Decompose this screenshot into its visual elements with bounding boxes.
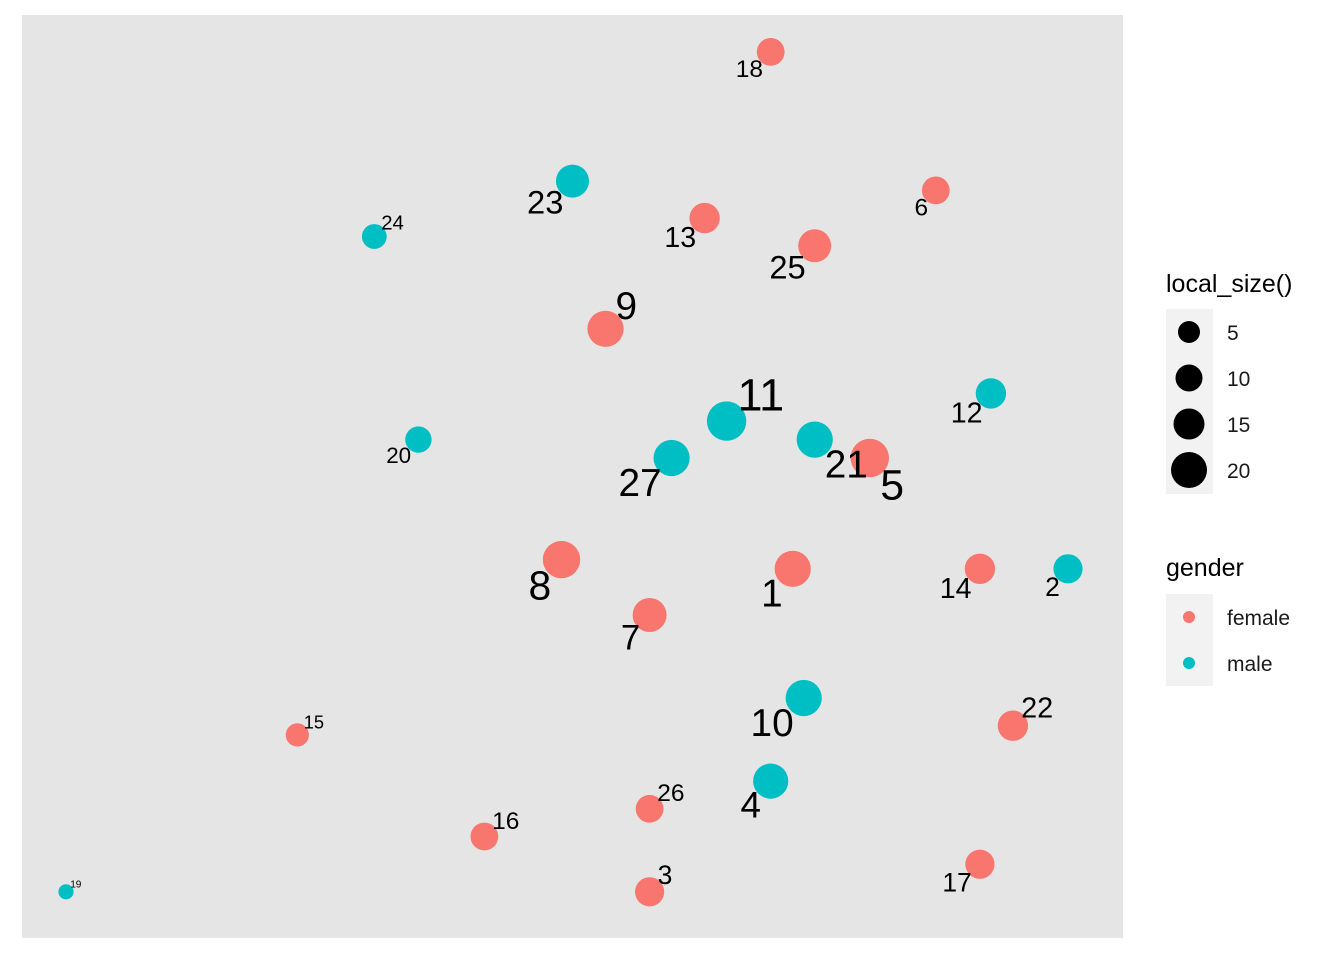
size-legend-label-20: 20 xyxy=(1227,460,1250,483)
node-point-17 xyxy=(965,849,995,879)
size-legend-key-5 xyxy=(1178,321,1200,343)
node-label-20: 20 xyxy=(386,443,411,468)
node-point-12 xyxy=(975,378,1007,409)
node-label-25: 25 xyxy=(769,248,805,285)
node-label-27: 27 xyxy=(618,462,661,505)
node-label-8: 8 xyxy=(528,562,551,608)
node-point-20 xyxy=(405,426,432,453)
node-point-22 xyxy=(997,710,1029,741)
node-label-10: 10 xyxy=(751,702,794,745)
node-label-16: 16 xyxy=(492,808,519,835)
node-point-24 xyxy=(361,224,387,249)
node-point-4 xyxy=(753,763,789,799)
node-point-5 xyxy=(850,438,889,478)
node-label-24: 24 xyxy=(381,213,404,235)
node-point-1 xyxy=(774,550,811,587)
size-legend-title: local_size() xyxy=(1166,270,1292,298)
size-legend-label-10: 10 xyxy=(1227,368,1250,391)
node-label-1: 1 xyxy=(761,573,783,616)
node-label-26: 26 xyxy=(657,780,684,807)
node-point-23 xyxy=(556,164,589,198)
node-label-3: 3 xyxy=(658,860,673,890)
node-label-22: 22 xyxy=(1021,692,1053,724)
color-legend-label-female: female xyxy=(1227,607,1290,630)
node-point-7 xyxy=(632,598,667,632)
node-label-17: 17 xyxy=(942,867,971,897)
size-legend-label-15: 15 xyxy=(1227,414,1250,437)
node-point-26 xyxy=(635,794,664,823)
color-legend-key-background xyxy=(1166,594,1213,686)
node-point-9 xyxy=(587,310,624,347)
node-label-6: 6 xyxy=(915,195,929,222)
node-point-15 xyxy=(285,723,309,747)
node-label-14: 14 xyxy=(940,573,972,605)
node-point-16 xyxy=(470,822,499,851)
size-legend-key-10 xyxy=(1175,364,1203,392)
node-label-15: 15 xyxy=(304,712,324,733)
color-legend-key-female xyxy=(1183,611,1195,623)
node-point-13 xyxy=(689,202,720,234)
node-label-23: 23 xyxy=(527,184,563,221)
node-point-21 xyxy=(796,421,833,458)
node-point-3 xyxy=(635,877,665,907)
points-layer xyxy=(58,38,1083,907)
node-label-7: 7 xyxy=(621,618,640,657)
color-legend-label-male: male xyxy=(1227,653,1273,676)
node-point-8 xyxy=(542,540,581,579)
color-legend-key-male xyxy=(1183,657,1195,669)
node-label-11: 11 xyxy=(738,369,785,420)
node-point-27 xyxy=(653,439,690,477)
color-legend-title: gender xyxy=(1166,554,1244,582)
node-label-13: 13 xyxy=(664,222,696,254)
color-legend: gender female male xyxy=(1166,554,1290,686)
node-label-12: 12 xyxy=(951,397,983,429)
size-legend: local_size() 5 10 15 20 xyxy=(1166,270,1292,494)
size-legend-label-5: 5 xyxy=(1227,322,1239,345)
node-label-2: 2 xyxy=(1045,572,1060,602)
node-point-2 xyxy=(1053,554,1083,584)
node-point-6 xyxy=(921,176,950,205)
node-point-14 xyxy=(964,553,996,584)
node-point-11 xyxy=(706,401,747,441)
plot-panel xyxy=(22,15,1123,938)
node-label-19: 19 xyxy=(70,880,82,891)
node-label-4: 4 xyxy=(741,784,761,825)
node-label-18: 18 xyxy=(736,56,763,83)
node-point-10 xyxy=(785,679,822,717)
size-legend-key-20 xyxy=(1171,452,1207,488)
size-legend-key-15 xyxy=(1173,408,1205,440)
node-point-25 xyxy=(798,229,832,263)
node-point-19 xyxy=(58,884,74,900)
node-label-21: 21 xyxy=(825,444,868,487)
node-label-5: 5 xyxy=(880,462,904,510)
node-point-18 xyxy=(756,38,785,66)
node-label-9: 9 xyxy=(616,285,638,328)
